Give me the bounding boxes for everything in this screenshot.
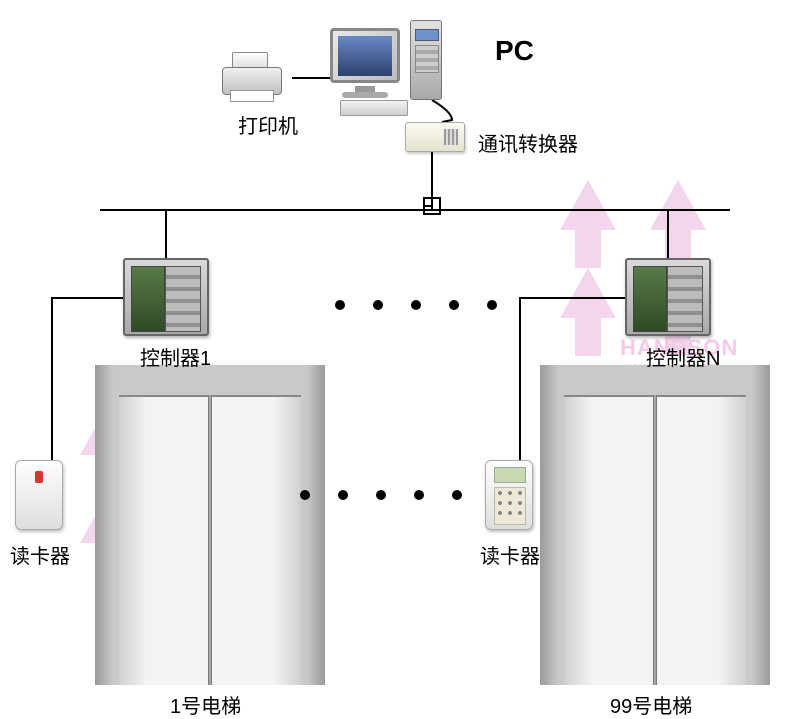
pc-monitor-icon xyxy=(330,28,410,103)
elevator-1-label: 1号电梯 xyxy=(170,690,241,719)
keyboard-icon xyxy=(340,100,408,116)
card-reader-left-icon xyxy=(15,460,63,530)
elevator-99-label: 99号电梯 xyxy=(610,690,692,719)
watermark-arrow-icon xyxy=(560,268,616,318)
reader-right-label: 读卡器 xyxy=(480,540,540,569)
converter-label: 通讯转换器 xyxy=(478,128,578,157)
converter-icon xyxy=(405,122,465,152)
elevator-1 xyxy=(95,365,325,685)
controller-1-icon xyxy=(123,258,209,336)
controller-n-label: 控制器N xyxy=(646,342,720,371)
watermark-arrow-icon xyxy=(650,180,706,230)
printer-icon xyxy=(222,52,292,107)
reader-left-label: 读卡器 xyxy=(10,540,70,569)
controller-1-label: 控制器1 xyxy=(140,342,211,371)
watermark-arrow-icon xyxy=(560,180,616,230)
card-reader-right-icon xyxy=(485,460,533,530)
controller-n-icon xyxy=(625,258,711,336)
pc-label: PC xyxy=(495,35,534,67)
printer-label: 打印机 xyxy=(238,110,298,139)
elevator-99 xyxy=(540,365,770,685)
pc-tower-icon xyxy=(410,20,442,100)
ellipsis-dots-upper xyxy=(335,300,497,310)
ellipsis-dots-lower xyxy=(300,490,462,500)
